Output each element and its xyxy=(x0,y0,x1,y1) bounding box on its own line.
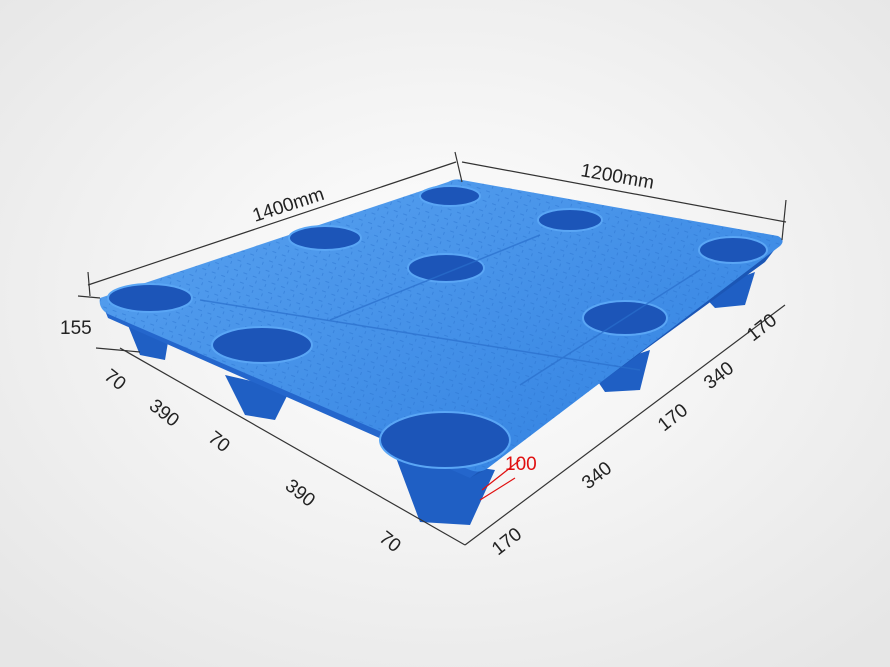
pallet-holes xyxy=(107,185,768,469)
height-label: 155 xyxy=(60,318,92,339)
dimension-lines xyxy=(77,151,787,546)
foot-depth-label: 100 xyxy=(505,454,537,475)
pallet xyxy=(99,179,783,525)
